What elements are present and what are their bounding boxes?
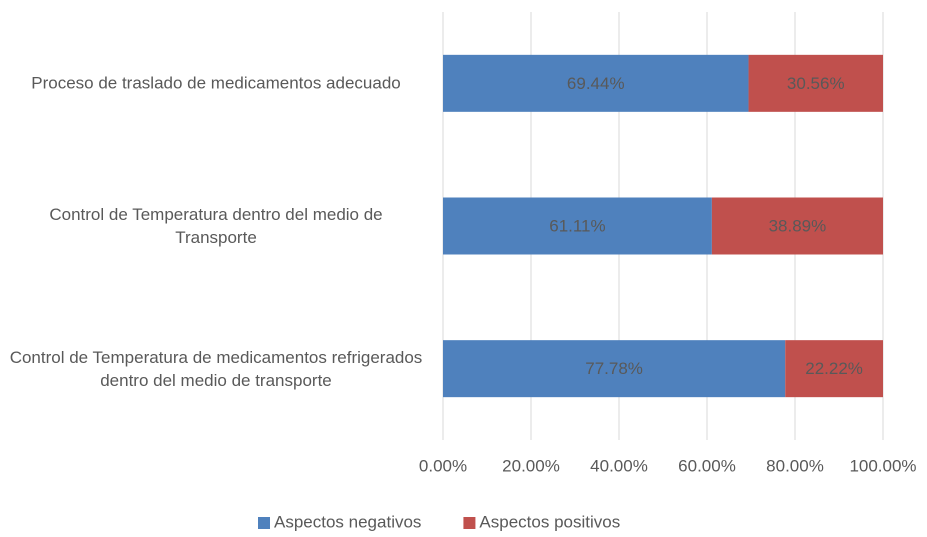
bar-segment (443, 197, 712, 255)
data-label: 61.11% (549, 216, 605, 235)
legend-swatch (463, 517, 476, 529)
legend-label: Aspectos negativos (274, 512, 421, 531)
x-tick-label: 40.00% (590, 456, 648, 475)
y-tick-label: Control de Temperatura dentro del medio … (49, 205, 383, 247)
x-tick-label: 20.00% (502, 456, 560, 475)
y-tick-label: Control de Temperatura de medicamentos r… (9, 347, 423, 390)
bar-segment (711, 197, 883, 255)
data-label: 22.22% (805, 359, 863, 378)
x-tick-label: 80.00% (766, 456, 824, 475)
y-tick-label: Proceso de traslado de medicamentos adec… (31, 73, 401, 93)
x-tick-label: 100.00% (849, 456, 916, 475)
x-tick-label: 0.00% (419, 456, 467, 475)
bar-segment (443, 54, 749, 112)
data-label: 77.78% (585, 359, 643, 378)
data-label: 38.89% (769, 216, 827, 235)
legend-label: Aspectos positivos (479, 512, 620, 531)
legend-swatch (258, 517, 270, 529)
bar-segment (443, 340, 786, 398)
bar-segment (748, 54, 883, 112)
data-label: 69.44% (567, 74, 625, 93)
data-label: 30.56% (787, 74, 845, 93)
bar-segment (785, 340, 883, 398)
x-tick-label: 60.00% (678, 456, 736, 475)
